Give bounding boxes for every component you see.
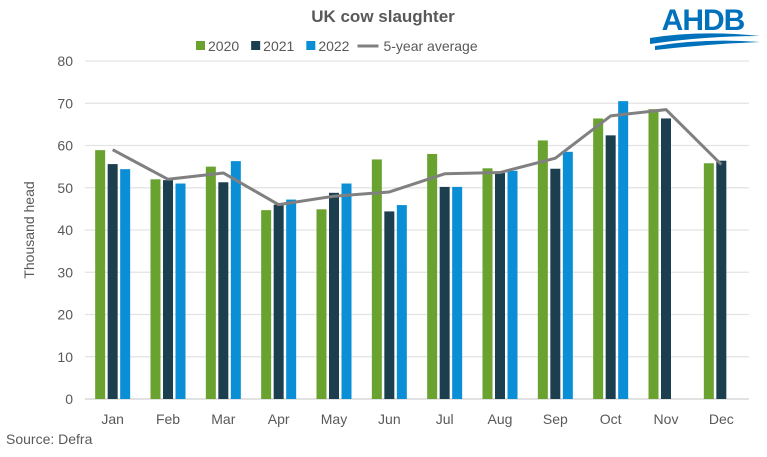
x-tick-label: Dec — [709, 411, 734, 427]
y-tick-label: 0 — [65, 391, 73, 407]
bar-2021 — [273, 204, 284, 399]
bar-2022 — [452, 186, 463, 399]
bar-2021 — [218, 182, 229, 399]
x-tick-label: Sep — [543, 411, 568, 427]
ahdb-logo: AHDB — [650, 4, 760, 50]
bar-2022 — [618, 101, 629, 399]
source-note: Source: Defra — [6, 431, 93, 447]
legend-label: 2020 — [208, 38, 239, 54]
bar-2020 — [95, 150, 106, 399]
y-tick-label: 80 — [57, 53, 73, 69]
bar-2021 — [605, 135, 616, 400]
bar-2020 — [427, 153, 438, 399]
y-tick-label: 20 — [57, 307, 73, 323]
bar-2021 — [495, 172, 505, 399]
legend-label: 5-year average — [383, 38, 477, 54]
chart-title: UK cow slaughter — [311, 7, 455, 26]
bar-2021 — [716, 160, 727, 399]
x-tick-label: Jan — [101, 411, 124, 427]
bar-2021 — [163, 180, 173, 399]
average-line — [111, 108, 723, 207]
y-tick-label: 30 — [57, 264, 73, 280]
y-tick-label: 50 — [57, 180, 73, 196]
bar-2022 — [507, 170, 518, 399]
x-tick-label: May — [321, 411, 347, 427]
x-tick-label: Mar — [211, 411, 235, 427]
legend: 2020 2021 2022 5-year average — [196, 38, 478, 54]
x-tick-label: Oct — [600, 411, 622, 427]
legend-swatch — [196, 41, 205, 50]
bar-2020 — [371, 159, 382, 399]
bar-2020 — [537, 140, 548, 399]
x-tick-label: Apr — [268, 411, 290, 427]
legend-label: 2022 — [318, 38, 349, 54]
bar-2022 — [286, 199, 297, 399]
bar-2020 — [205, 166, 216, 399]
bar-2020 — [261, 210, 272, 399]
x-tick-label: Nov — [654, 411, 679, 427]
bars — [95, 101, 727, 400]
bar-2022 — [120, 169, 131, 399]
bar-2021 — [439, 186, 450, 399]
y-tick-label: 70 — [57, 95, 73, 111]
y-axis-ticks: 0 10 20 30 40 50 60 70 80 — [57, 53, 73, 407]
bar-2022 — [175, 183, 186, 399]
legend-swatch — [251, 41, 261, 50]
bar-2022 — [230, 161, 241, 399]
y-tick-label: 40 — [57, 222, 73, 238]
x-axis-ticks: Jan Feb Mar Apr May Jun Jul Aug Sep Oct Nov Dec — [101, 411, 733, 427]
logo-text: AHDB — [662, 4, 745, 37]
legend-label: 2021 — [263, 38, 294, 54]
bar-2021 — [661, 118, 671, 400]
bar-2022 — [396, 205, 407, 399]
y-tick-label: 10 — [57, 349, 73, 365]
legend-swatch — [306, 41, 316, 50]
bar-2020 — [482, 168, 493, 399]
bar-2020 — [648, 109, 659, 399]
y-axis-label: Thousand head — [21, 181, 37, 278]
x-tick-label: Jul — [436, 411, 454, 427]
bar-2020 — [593, 118, 604, 400]
bar-2022 — [341, 183, 352, 399]
x-tick-label: Feb — [156, 411, 180, 427]
x-tick-label: Jun — [378, 411, 401, 427]
bar-2021 — [384, 211, 395, 399]
line-5-year average — [111, 108, 723, 207]
bar-2021 — [329, 192, 339, 399]
x-tick-label: Aug — [488, 411, 513, 427]
bar-2020 — [316, 209, 327, 399]
gridlines — [85, 60, 749, 400]
y-tick-label: 60 — [57, 138, 73, 154]
bar-2020 — [703, 163, 714, 399]
bar-2022 — [562, 151, 573, 399]
bar-2021 — [107, 164, 118, 399]
bar-2021 — [550, 168, 561, 399]
bar-2020 — [150, 179, 161, 399]
